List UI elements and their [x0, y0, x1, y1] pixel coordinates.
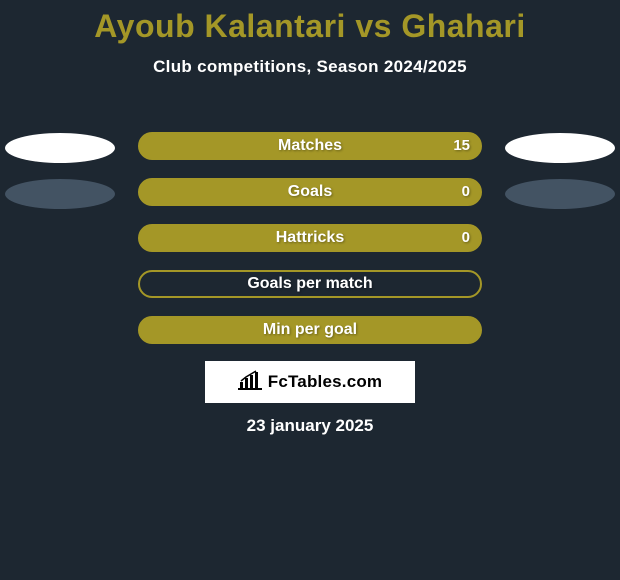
stat-row: Min per goal: [0, 316, 620, 362]
stat-row: Goals 0: [0, 178, 620, 224]
stat-label: Min per goal: [0, 316, 620, 344]
site-logo: FcTables.com: [204, 360, 416, 404]
right-marker-ellipse: [505, 179, 615, 209]
right-marker-ellipse: [505, 133, 615, 163]
bar-chart-icon: [238, 370, 262, 395]
stat-value-right: 15: [453, 132, 470, 160]
stat-row: Hattricks 0: [0, 224, 620, 270]
page-title: Ayoub Kalantari vs Ghahari: [0, 8, 620, 45]
stat-value-right: 0: [462, 224, 470, 252]
stat-row: Goals per match: [0, 270, 620, 316]
stat-label: Hattricks: [0, 224, 620, 252]
stat-label: Goals per match: [0, 270, 620, 298]
stat-rows: Matches 15 Goals 0 Hattricks 0 Goals per…: [0, 132, 620, 362]
stat-row: Matches 15: [0, 132, 620, 178]
date-label: 23 january 2025: [0, 416, 620, 436]
logo-text: FcTables.com: [268, 372, 383, 392]
stat-value-right: 0: [462, 178, 470, 206]
subtitle: Club competitions, Season 2024/2025: [0, 57, 620, 77]
